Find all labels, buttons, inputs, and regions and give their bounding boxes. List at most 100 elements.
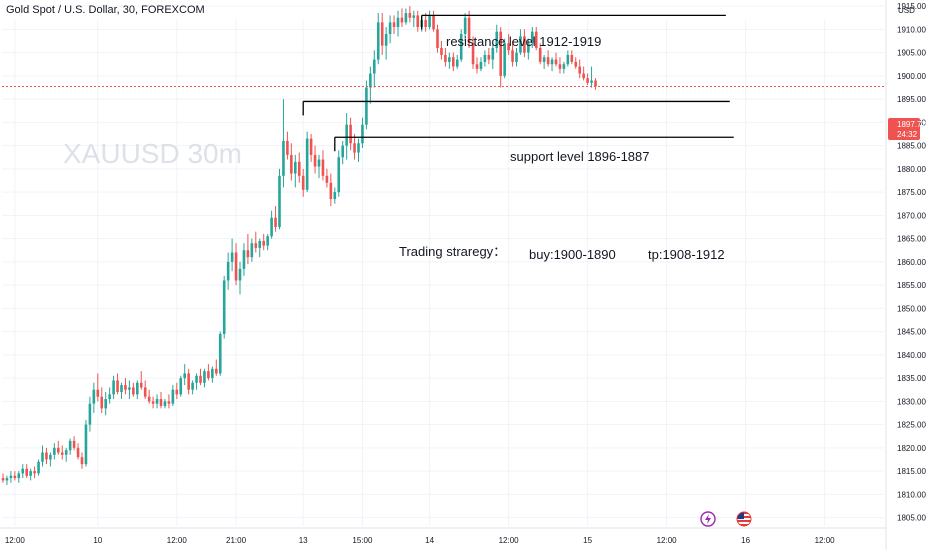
candle — [436, 24, 439, 53]
candle — [41, 445, 44, 467]
candle-body — [349, 124, 352, 144]
candle — [523, 29, 526, 58]
candle — [562, 61, 566, 74]
symbol-title[interactable]: Gold Spot / U.S. Dollar, 30, FOREXCOM — [6, 4, 205, 16]
candle-body — [108, 394, 111, 400]
candle — [361, 117, 364, 148]
candle — [467, 10, 471, 48]
candle — [33, 466, 36, 479]
candle-body — [384, 34, 388, 46]
candle — [491, 43, 495, 69]
level-line-support_upper[interactable] — [302, 100, 730, 116]
us-flag-icon[interactable] — [736, 511, 752, 532]
candle-body — [290, 154, 293, 174]
candle-body — [215, 368, 218, 374]
candle-body — [408, 13, 412, 18]
candle-body — [392, 22, 396, 28]
candle — [37, 459, 40, 476]
y-tick-label: 1820.00 — [897, 444, 926, 453]
y-tick-label: 1855.00 — [897, 281, 926, 290]
candle — [313, 145, 317, 174]
candle — [29, 468, 32, 481]
price-axis[interactable]: USD 1805.001810.001815.001820.001825.001… — [885, 0, 926, 550]
y-tick-label: 1845.00 — [897, 328, 926, 337]
candle — [128, 380, 131, 400]
candle — [112, 375, 115, 400]
candle — [246, 233, 250, 265]
candle — [297, 152, 301, 183]
candle — [226, 252, 230, 290]
candle — [191, 380, 194, 395]
candle — [290, 143, 293, 181]
candle-body — [309, 138, 313, 155]
candle — [199, 368, 202, 386]
candle — [68, 438, 72, 455]
candle — [507, 34, 510, 55]
candle-body — [467, 17, 471, 44]
candle — [515, 47, 518, 67]
candle — [424, 13, 427, 32]
level-line-support_lower[interactable] — [334, 136, 734, 152]
candle — [459, 29, 463, 62]
candle — [45, 447, 48, 465]
candle — [483, 50, 487, 67]
candle — [108, 387, 111, 404]
candle-body — [45, 452, 48, 460]
candle-body — [396, 17, 400, 28]
candlesticks — [1, 6, 597, 486]
candle — [132, 382, 135, 397]
candle-body — [294, 161, 297, 174]
candle — [183, 364, 186, 386]
level-lines[interactable] — [302, 14, 734, 152]
candle — [455, 54, 459, 69]
candle-body — [337, 157, 341, 193]
candle-body — [159, 399, 163, 406]
candle-body — [49, 454, 52, 460]
candle — [471, 36, 475, 69]
current-price-value: 1897.72 — [897, 120, 926, 129]
candle — [218, 331, 222, 376]
y-tick-label: 1810.00 — [897, 490, 926, 499]
candle-body — [373, 59, 376, 74]
candle-body — [570, 54, 574, 62]
candle-body — [57, 447, 60, 453]
candle — [53, 443, 56, 460]
candle-body — [562, 64, 566, 69]
candle — [286, 131, 289, 160]
candle — [104, 392, 107, 416]
candle-body — [594, 80, 597, 87]
candle-body — [183, 373, 186, 379]
candle — [400, 8, 404, 28]
candle-body — [64, 450, 68, 455]
candle — [175, 382, 179, 400]
time-axis[interactable]: 12:00 10 12:00 21:00 13 15:00 14 12:00 15 12:00 16… — [0, 527, 886, 545]
candle — [534, 27, 538, 51]
lightning-icon[interactable] — [700, 511, 716, 532]
candle — [278, 168, 281, 230]
candle — [195, 373, 198, 390]
candle — [373, 50, 376, 88]
candle-body — [566, 54, 570, 65]
candle — [230, 238, 234, 272]
candle-body — [60, 452, 64, 455]
candle-body — [258, 240, 262, 248]
candle-body — [499, 31, 502, 76]
candle — [49, 452, 52, 467]
candle-body — [139, 382, 143, 388]
x-tick-labels: 12:00 10 12:00 21:00 13 15:00 14 12:00 15 12:00 16… — [5, 536, 835, 545]
candle — [519, 29, 522, 55]
y-tick-label: 1805.00 — [897, 514, 926, 523]
candle — [187, 368, 190, 395]
candle — [143, 380, 147, 400]
level-line-resistance[interactable] — [421, 14, 726, 30]
y-tick-label: 1840.00 — [897, 351, 926, 360]
y-tick-label: 1900.00 — [897, 72, 926, 81]
x-tick-label: 21:00 — [226, 536, 247, 545]
candle-body — [25, 468, 28, 476]
x-tick-label: 10 — [93, 536, 102, 545]
x-tick-label: 15 — [583, 536, 592, 545]
candle — [92, 382, 96, 413]
candle-body — [96, 389, 100, 397]
candle-body — [424, 20, 427, 28]
